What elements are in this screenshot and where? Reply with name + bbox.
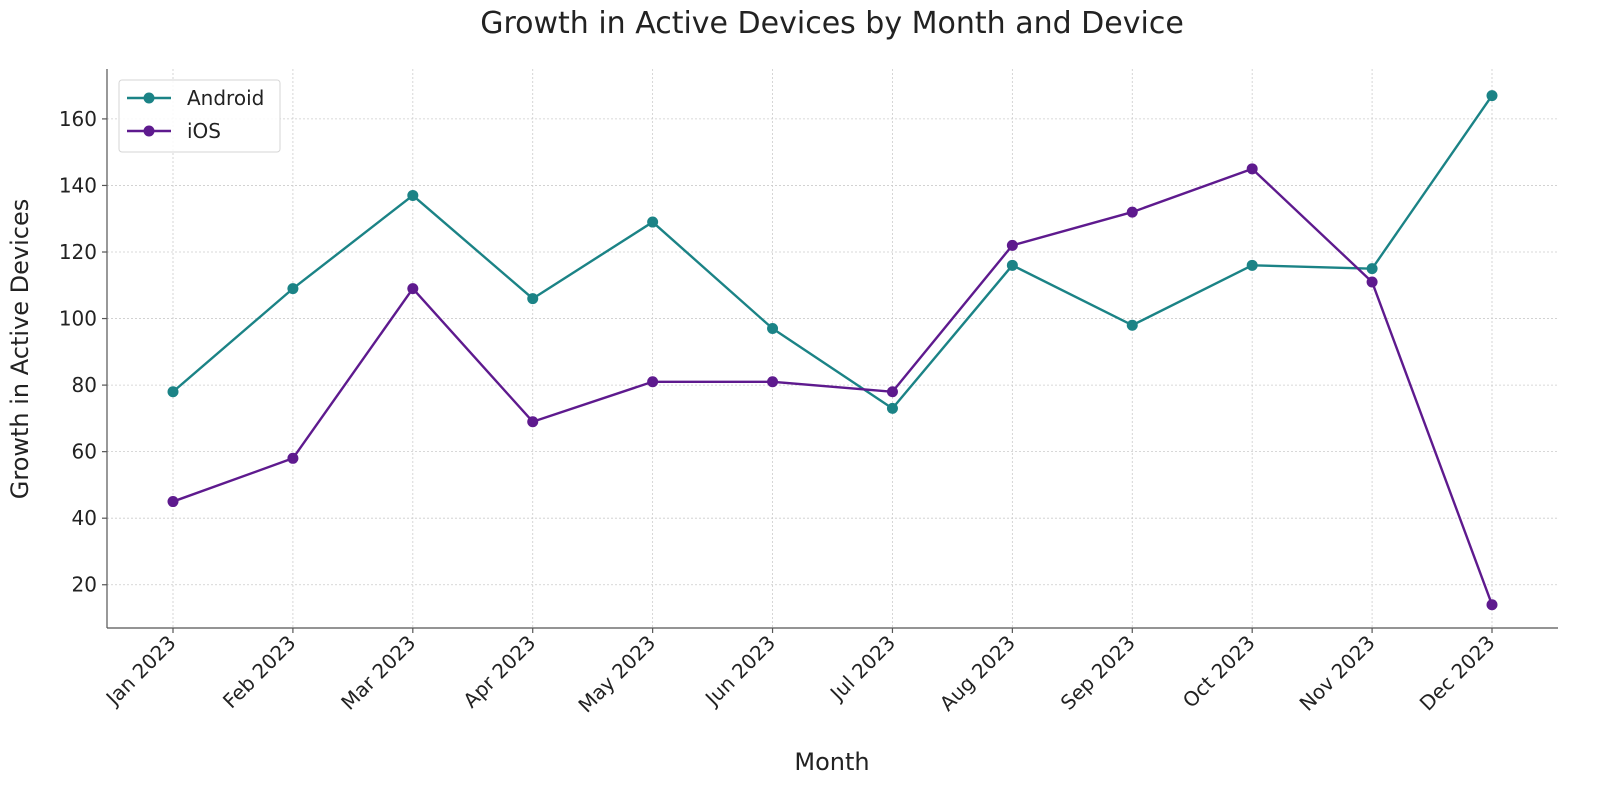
series-group: [167, 90, 1498, 611]
series-ios: [167, 163, 1498, 611]
y-tick-label: 160: [59, 107, 97, 131]
x-tick-labels: Jan 2023 Feb 2023 Mar 2023 Apr 2023 May 2023…: [100, 628, 1500, 717]
legend: Android iOS: [118, 79, 281, 153]
legend-label-android: Android: [187, 86, 264, 110]
y-tick-label: 80: [72, 373, 97, 397]
y-tick-label: 140: [59, 173, 97, 197]
x-tick-label: Jan 2023: [100, 631, 181, 712]
x-tick-label: Feb 2023: [218, 631, 300, 713]
x-tick-label: Apr 2023: [458, 631, 540, 713]
y-tick-label: 20: [72, 573, 97, 597]
data-point-ios: [1006, 239, 1018, 251]
x-axis-label: Month: [794, 748, 869, 776]
chart-title: Growth in Active Devices by Month and De…: [480, 6, 1184, 41]
legend-label-ios: iOS: [187, 119, 221, 143]
x-tick-label: Jun 2023: [699, 631, 780, 712]
grid: [107, 69, 1558, 628]
x-tick-label: May 2023: [573, 631, 660, 718]
x-tick-label: Dec 2023: [1415, 631, 1500, 716]
data-point-android: [1366, 263, 1378, 275]
data-point-android: [1126, 319, 1138, 331]
y-tick-label: 120: [59, 240, 97, 264]
data-point-android: [647, 216, 659, 228]
data-point-android: [407, 189, 419, 201]
x-tick-label: Oct 2023: [1178, 631, 1260, 713]
series-line-ios: [172, 167, 1494, 606]
x-tick-label: Aug 2023: [935, 631, 1020, 716]
legend-marker-ios: [143, 125, 155, 137]
series-android: [167, 90, 1498, 414]
y-tick-labels: 20 40 60 80 100 120 140 160: [59, 107, 107, 597]
data-point-ios: [1366, 276, 1378, 288]
legend-item-ios: iOS: [127, 119, 221, 143]
data-point-ios: [767, 376, 779, 388]
y-axis-label: Growth in Active Devices: [6, 199, 34, 499]
x-tick-label: Nov 2023: [1295, 631, 1380, 716]
data-point-android: [1006, 259, 1018, 271]
data-point-android: [886, 402, 898, 414]
y-tick-label: 60: [72, 440, 97, 464]
x-tick-label: Mar 2023: [336, 631, 420, 715]
data-point-ios: [886, 386, 898, 398]
data-point-android: [287, 283, 299, 295]
data-point-ios: [407, 283, 419, 295]
axes: [106, 69, 1558, 629]
legend-item-android: Android: [127, 86, 264, 110]
data-point-ios: [1246, 163, 1258, 175]
data-point-android: [1246, 259, 1258, 271]
y-tick-label: 100: [59, 307, 97, 331]
data-point-ios: [167, 496, 179, 508]
y-tick-label: 40: [72, 506, 97, 530]
legend-marker-android: [143, 92, 155, 104]
data-point-android: [527, 293, 539, 305]
x-tick-label: Sep 2023: [1056, 631, 1140, 715]
data-point-ios: [287, 452, 299, 464]
x-tick-label: Jul 2023: [824, 631, 900, 707]
data-point-ios: [1126, 206, 1138, 218]
data-point-android: [167, 386, 179, 398]
series-line-android: [172, 94, 1493, 410]
data-point-android: [767, 323, 779, 335]
data-point-ios: [1486, 599, 1498, 611]
data-point-ios: [527, 416, 539, 428]
data-point-android: [1486, 90, 1498, 102]
data-point-ios: [647, 376, 659, 388]
